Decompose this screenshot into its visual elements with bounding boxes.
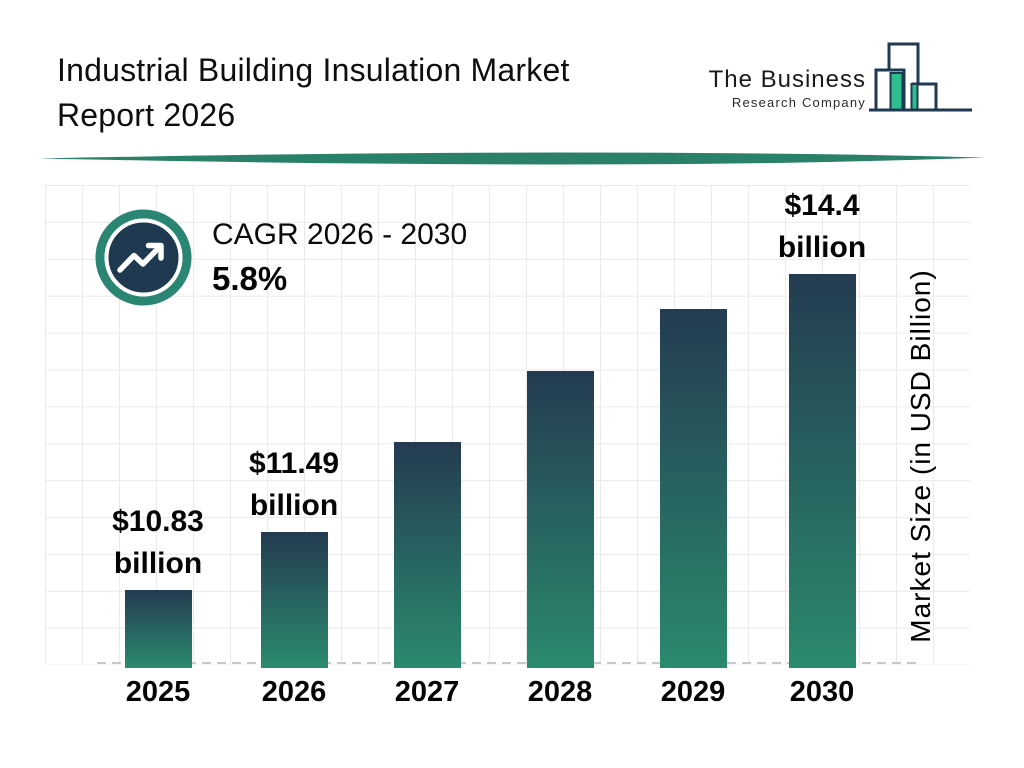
x-tick-2030: 2030 <box>789 676 855 708</box>
x-tick-2026: 2026 <box>261 676 327 708</box>
company-name: The Business <box>708 66 866 93</box>
title-line-2: Report 2026 <box>57 97 236 133</box>
x-axis: 2025 2026 2027 2028 2029 2030 <box>0 676 1024 712</box>
bar <box>526 371 594 668</box>
bar <box>260 532 328 668</box>
y-axis-label: Market Size (in USD Billion) <box>905 269 936 643</box>
bar <box>788 274 856 668</box>
trending-up-icon <box>95 209 192 306</box>
cagr-value: 5.8% <box>212 260 288 297</box>
company-logo: The Business Research Company <box>709 38 988 122</box>
bar-group-2029 <box>618 304 768 668</box>
cagr-text: CAGR 2026 - 2030 5.8% <box>212 218 467 298</box>
x-tick-2025: 2025 <box>125 676 191 708</box>
company-logo-text: The Business Research Company <box>709 66 866 110</box>
bar-group-2028 <box>485 366 635 668</box>
bar-buildings-icon <box>868 38 988 127</box>
bar <box>659 309 727 668</box>
bar-group-2030: $14.4 billion <box>747 185 897 668</box>
x-tick-2029: 2029 <box>660 676 726 708</box>
bar-value-label: $14.4 billion <box>777 189 867 264</box>
divider <box>37 151 987 166</box>
company-subname: Research Company <box>731 95 866 110</box>
bar <box>124 590 192 668</box>
cagr-label: CAGR 2026 - 2030 <box>212 218 468 251</box>
x-axis-baseline <box>97 662 920 664</box>
bar-value-label: $10.83 billion <box>112 505 204 580</box>
bar-group-2026: $11.49 billion <box>219 443 369 668</box>
bar-group-2025: $10.83 billion <box>83 501 233 668</box>
title-line-1: Industrial Building Insulation Market <box>57 52 570 88</box>
bar-value-label: $11.49 billion <box>248 447 340 522</box>
page-title: Industrial Building Insulation Market Re… <box>57 48 570 138</box>
x-tick-2028: 2028 <box>527 676 593 708</box>
x-tick-2027: 2027 <box>394 676 460 708</box>
bar-group-2027 <box>352 437 502 668</box>
bar <box>393 442 461 668</box>
